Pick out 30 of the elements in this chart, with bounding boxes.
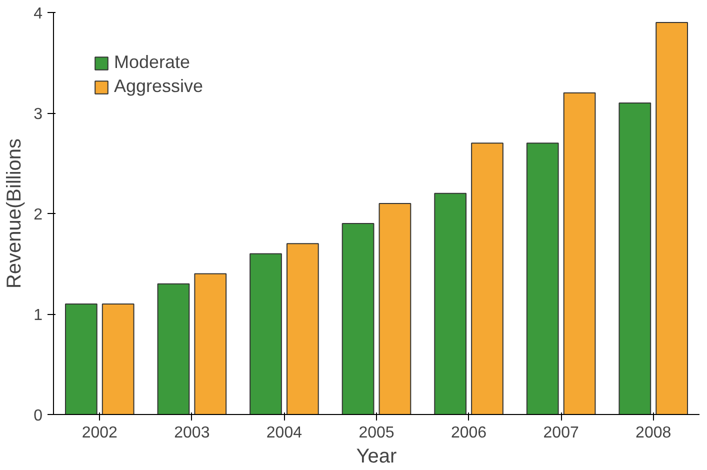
y-tick-label: 2: [34, 206, 43, 224]
bar: [250, 253, 282, 414]
bar: [157, 283, 190, 414]
bar: [64, 303, 98, 414]
legend-label: Aggressive: [114, 76, 204, 97]
bar: [378, 202, 412, 414]
legend-label: Moderate: [114, 52, 190, 73]
y-tick-label: 0: [34, 408, 43, 424]
bar: [563, 92, 596, 414]
x-tick-label: 2005: [358, 424, 394, 442]
y-tick-label: 1: [34, 307, 43, 324]
bar: [342, 223, 374, 414]
bar: [194, 273, 227, 414]
x-tick-label: 2004: [266, 424, 302, 442]
y-tick-label: 3: [34, 106, 43, 123]
x-tick-label: 2008: [636, 424, 672, 442]
x-tick-label: 2007: [543, 424, 579, 442]
bar: [526, 142, 559, 414]
x-tick-label: 2006: [450, 424, 487, 442]
bar: [471, 142, 504, 414]
y-tick-label: 4: [34, 6, 43, 22]
x-axis-title: Year: [356, 446, 398, 468]
y-axis-title: Revenue(Billions: [4, 138, 26, 289]
bar: [434, 192, 467, 414]
x-tick-label: 2002: [82, 424, 118, 442]
x-tick-label: 2003: [174, 424, 210, 442]
bar: [102, 303, 134, 414]
bar: [656, 22, 688, 414]
bar: [286, 243, 319, 414]
bar: [618, 102, 652, 414]
